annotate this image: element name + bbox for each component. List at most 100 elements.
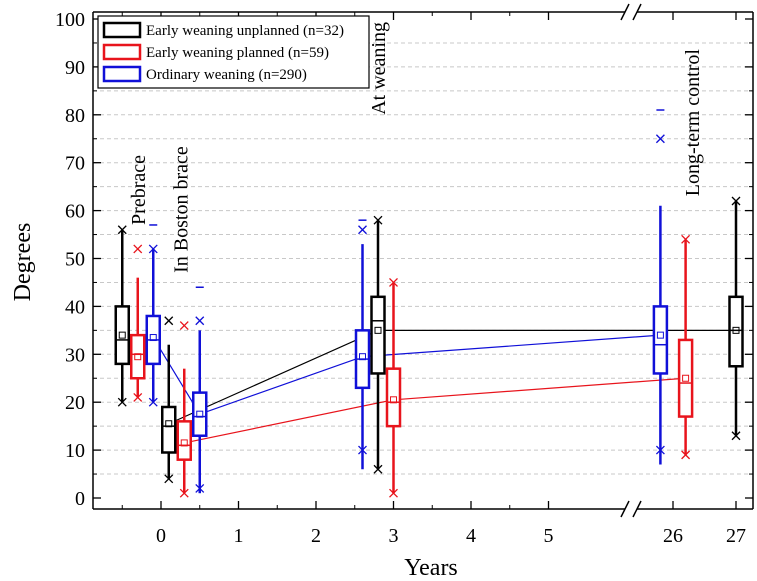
- min-marker: [731, 431, 741, 441]
- legend-label: Early weaning unplanned (n=32): [146, 23, 344, 39]
- y-tick-label: 80: [65, 105, 85, 127]
- min-marker: [117, 397, 127, 407]
- min-marker: [179, 488, 189, 498]
- min-marker: [655, 445, 665, 455]
- y-tick-label: 20: [65, 392, 85, 414]
- box-mean-marker: [149, 334, 157, 342]
- annotation-label: Prebrace: [128, 155, 150, 225]
- box-iqr: [370, 295, 386, 375]
- y-tick-label: 90: [65, 57, 85, 79]
- box-mean-marker: [359, 353, 366, 361]
- annotation-label: At weaning: [368, 22, 390, 115]
- box-iqr: [728, 295, 744, 368]
- box-mean-marker: [165, 420, 173, 428]
- max-marker: [195, 316, 205, 326]
- box-iqr: [161, 405, 177, 454]
- x-tick-label: 0: [156, 525, 166, 547]
- box: [652, 109, 669, 465]
- mean-line: [184, 377, 686, 444]
- min-marker: [195, 483, 205, 493]
- box: [354, 219, 371, 470]
- box-iqr: [385, 367, 402, 428]
- min-marker: [133, 392, 143, 402]
- x-tick-label: 4: [466, 525, 476, 547]
- box: [192, 286, 208, 494]
- legend-label: Early weaning planned (n=59): [146, 45, 329, 61]
- box-iqr: [176, 420, 192, 461]
- x-axis-label: Years: [404, 555, 458, 581]
- box: [114, 225, 130, 407]
- box-mean-marker: [134, 353, 142, 361]
- axis-break-mark: [632, 500, 642, 518]
- x-tick-label: 1: [234, 525, 244, 547]
- box-mean-marker: [118, 331, 126, 339]
- y-tick-label: 100: [55, 9, 85, 31]
- y-axis-label: Degrees: [10, 223, 36, 302]
- boxes-layer: [114, 109, 744, 498]
- legend: Early weaning unplanned (n=32) Early wean…: [97, 15, 370, 89]
- box: [176, 321, 192, 498]
- min-marker: [389, 488, 398, 498]
- box: [161, 316, 177, 484]
- min-marker: [681, 450, 691, 460]
- box-mean-marker: [682, 374, 690, 382]
- axis-break-mark: [632, 3, 642, 21]
- box: [728, 196, 744, 441]
- max-marker: [148, 244, 158, 254]
- max-marker: [133, 244, 143, 254]
- max-marker: [179, 321, 189, 331]
- max-marker: [358, 225, 367, 235]
- y-tick-label: 70: [65, 153, 85, 175]
- mean-line: [168, 329, 736, 425]
- box-mean-marker: [390, 396, 397, 404]
- axis-break-mark: [620, 500, 630, 518]
- annotation-label: In Boston brace: [170, 146, 192, 273]
- y-tick-label: 40: [65, 296, 85, 318]
- legend-box: [97, 15, 370, 89]
- box: [677, 234, 694, 460]
- box-iqr: [192, 391, 208, 437]
- max-marker: [373, 215, 383, 225]
- box: [145, 224, 161, 407]
- legend-swatch: [102, 65, 142, 83]
- max-marker: [681, 234, 691, 244]
- box-mean-marker: [180, 439, 188, 447]
- y-tick-label: 10: [65, 440, 85, 462]
- x-tick-label: 27: [726, 525, 746, 547]
- x-tick-label: 26: [663, 525, 683, 547]
- box-mean-marker: [656, 331, 664, 339]
- min-marker: [164, 474, 174, 484]
- mean-line: [152, 334, 661, 415]
- box-iqr: [677, 338, 694, 418]
- min-marker: [358, 445, 367, 455]
- annotation-label: Long-term control: [682, 49, 704, 197]
- box-iqr: [130, 333, 146, 380]
- max-marker: [164, 316, 174, 326]
- max-marker: [389, 277, 398, 287]
- max-marker: [655, 134, 665, 144]
- annotations-layer: Prebrace In Boston brace At weaning Long-te…: [128, 22, 704, 273]
- legend-swatch: [102, 43, 142, 61]
- min-marker: [148, 397, 158, 407]
- box-iqr: [652, 305, 669, 375]
- max-marker: [117, 225, 127, 235]
- legend-label: Ordinary weaning (n=290): [146, 67, 307, 83]
- axis-break-mark: [620, 3, 630, 21]
- y-tick-label: 30: [65, 344, 85, 366]
- max-marker: [731, 196, 741, 206]
- box-mean-marker: [196, 410, 204, 418]
- y-tick-label: 0: [75, 488, 85, 510]
- x-tick-label: 2: [311, 525, 321, 547]
- x-tick-label: 3: [389, 525, 399, 547]
- box: [130, 244, 146, 402]
- y-tick-label: 60: [65, 201, 85, 223]
- box-mean-marker: [732, 326, 740, 334]
- legend-swatch: [102, 21, 142, 39]
- y-tick-label: 50: [65, 249, 85, 271]
- min-marker: [373, 464, 383, 474]
- box-mean-marker: [374, 326, 382, 334]
- box: [385, 277, 402, 498]
- box: [370, 215, 386, 474]
- axes-layer: 0 10 20 30 40 50 60 70 80 90 100 0 1 2 3 4 5 26 27: [55, 3, 754, 547]
